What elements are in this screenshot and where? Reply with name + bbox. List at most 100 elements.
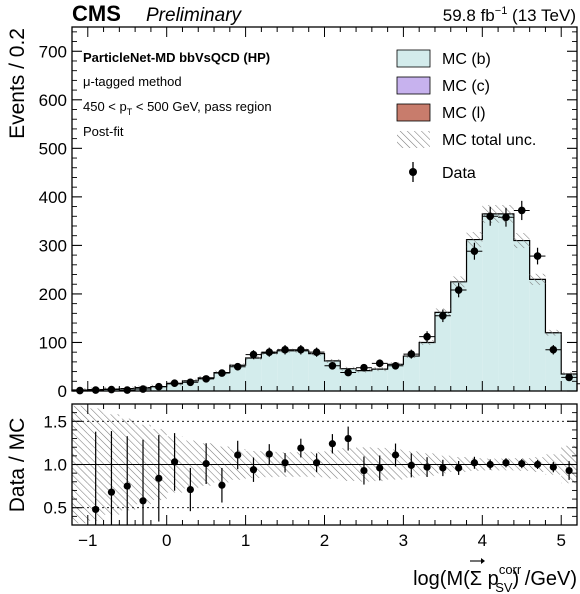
x-tick-label: 3 — [399, 531, 408, 550]
data-point — [297, 345, 305, 354]
ratio-point — [265, 450, 273, 458]
data-point — [407, 350, 416, 358]
data-point — [312, 348, 321, 356]
ratio-point — [249, 466, 258, 474]
main-x-ticks — [71, 27, 578, 391]
ratio-x-ticks: −1 0 1 2 3 4 5 — [71, 404, 578, 550]
ratio-point — [502, 459, 510, 467]
x-tick-label: 4 — [478, 531, 487, 550]
legend-label-unc: MC total unc. — [442, 132, 536, 149]
main-y-tick-label: 700 — [39, 42, 67, 61]
data-point — [423, 332, 431, 341]
main-y-ticks: 0 100 200 300 400 500 600 700 — [39, 31, 577, 401]
data-point — [360, 363, 368, 372]
data-point — [123, 386, 132, 394]
mc-b-bin — [466, 239, 483, 391]
data-point — [139, 385, 147, 393]
mc-unc-bin — [419, 340, 435, 345]
legend-label-data: Data — [442, 165, 476, 182]
mc-b-bin — [245, 357, 262, 391]
mc-b-bin — [292, 350, 309, 391]
ratio-point — [234, 451, 242, 459]
mc-stack — [71, 213, 578, 391]
ratio-point — [328, 440, 336, 448]
legend-label-mc-l: MC (l) — [442, 105, 486, 122]
data-point — [281, 345, 289, 354]
x-axis-title: log(M(Σ pcorr SV) /GeV) — [413, 562, 577, 594]
data-point — [202, 375, 210, 383]
data-point — [391, 361, 400, 370]
mc-b-bin — [324, 360, 341, 391]
main-y-tick-label: 200 — [39, 285, 67, 304]
main-panel: 0 100 200 300 400 500 600 700 — [39, 26, 580, 401]
x-tick-label: −1 — [78, 531, 97, 550]
ratio-point — [170, 458, 179, 466]
ratio-point — [376, 464, 384, 472]
ratio-point — [455, 464, 463, 472]
data-point — [265, 348, 274, 356]
cms-label: CMS — [72, 1, 121, 26]
data-point — [454, 286, 463, 294]
ratio-point — [391, 451, 400, 459]
main-y-tick-label: 500 — [39, 139, 67, 158]
ratio-point — [202, 460, 210, 468]
annotation-block: ParticleNet-MD bbVsQCD (HP) μ-tagged met… — [83, 50, 272, 139]
data-point — [154, 382, 163, 391]
data-point — [233, 362, 242, 371]
mc-b-bin — [482, 213, 499, 391]
mc-unc-bin — [324, 358, 341, 363]
ratio-point — [92, 505, 100, 514]
data-point — [439, 311, 447, 320]
main-y-tick-label: 100 — [39, 333, 67, 352]
ratio-point — [565, 466, 573, 475]
data-point — [486, 212, 495, 221]
legend-label-mc-c: MC (c) — [442, 78, 490, 95]
data-point — [549, 345, 558, 354]
data-point — [470, 247, 479, 256]
data-point — [170, 379, 179, 388]
data-point — [218, 369, 226, 377]
annotation-method: μ-tagged method — [83, 74, 182, 89]
mc-unc-bin — [466, 232, 483, 248]
legend-marker-data — [409, 168, 417, 176]
preliminary-label: Preliminary — [146, 5, 243, 26]
legend-label-mc-b: MC (b) — [442, 51, 491, 68]
x-tick-label: 2 — [320, 531, 329, 550]
ratio-point — [360, 466, 368, 475]
ratio-y-tick-label: 1.5 — [43, 412, 67, 431]
mc-b-bin — [166, 383, 183, 391]
x-tick-label: 1 — [241, 531, 250, 550]
ratio-point — [139, 497, 147, 505]
legend-swatch-unc — [397, 131, 430, 148]
mc-unc-bin — [340, 366, 357, 371]
ratio-point — [281, 459, 289, 467]
ratio-point — [123, 482, 131, 490]
legend: MC (b) MC (c) MC (l) MC total unc. Data — [396, 49, 536, 182]
main-y-axis-title: Events / 0.2 — [6, 28, 29, 139]
mc-b-bin — [419, 342, 435, 391]
main-y-tick-label: 400 — [39, 188, 67, 207]
ratio-point — [313, 459, 321, 467]
data-point — [91, 386, 100, 394]
x-tick-label: 0 — [162, 531, 171, 550]
mc-b-bin — [434, 312, 451, 391]
ratio-y-tick-label: 1.0 — [43, 456, 67, 475]
x-tick-label: 5 — [556, 531, 565, 550]
mc-b-bin — [261, 353, 278, 391]
mc-b-bin — [308, 353, 325, 391]
ratio-points — [92, 426, 573, 525]
data-point — [249, 350, 258, 359]
annotation-pt-range: 450 < pT < 500 GeV, pass region — [83, 99, 272, 117]
mc-b-bin — [387, 364, 404, 391]
mc-b-bin — [340, 368, 357, 391]
mc-b-bin — [356, 370, 372, 391]
mc-b-bin — [513, 240, 530, 391]
ratio-point — [533, 460, 542, 469]
ratio-point — [470, 459, 479, 467]
mc-b-bin — [450, 281, 467, 391]
mc-b-bin — [545, 332, 562, 391]
mc-b-bin — [198, 377, 215, 391]
mc-b-bin — [498, 213, 514, 391]
mc-unc-bin — [450, 276, 467, 288]
